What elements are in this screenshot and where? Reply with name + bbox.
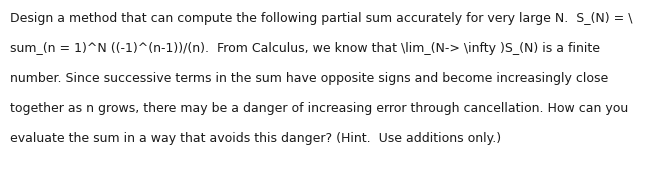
Text: evaluate the sum in a way that avoids this danger? (Hint.  Use additions only.): evaluate the sum in a way that avoids th…: [10, 132, 501, 145]
Text: together as n grows, there may be a danger of increasing error through cancellat: together as n grows, there may be a dang…: [10, 102, 628, 115]
Text: Design a method that can compute the following partial sum accurately for very l: Design a method that can compute the fol…: [10, 12, 633, 25]
Text: sum_(n = 1)^N ((-1)^(n-1))/(n).  From Calculus, we know that \lim_(N-> \infty )S: sum_(n = 1)^N ((-1)^(n-1))/(n). From Cal…: [10, 42, 600, 55]
Text: number. Since successive terms in the sum have opposite signs and become increas: number. Since successive terms in the su…: [10, 72, 609, 85]
